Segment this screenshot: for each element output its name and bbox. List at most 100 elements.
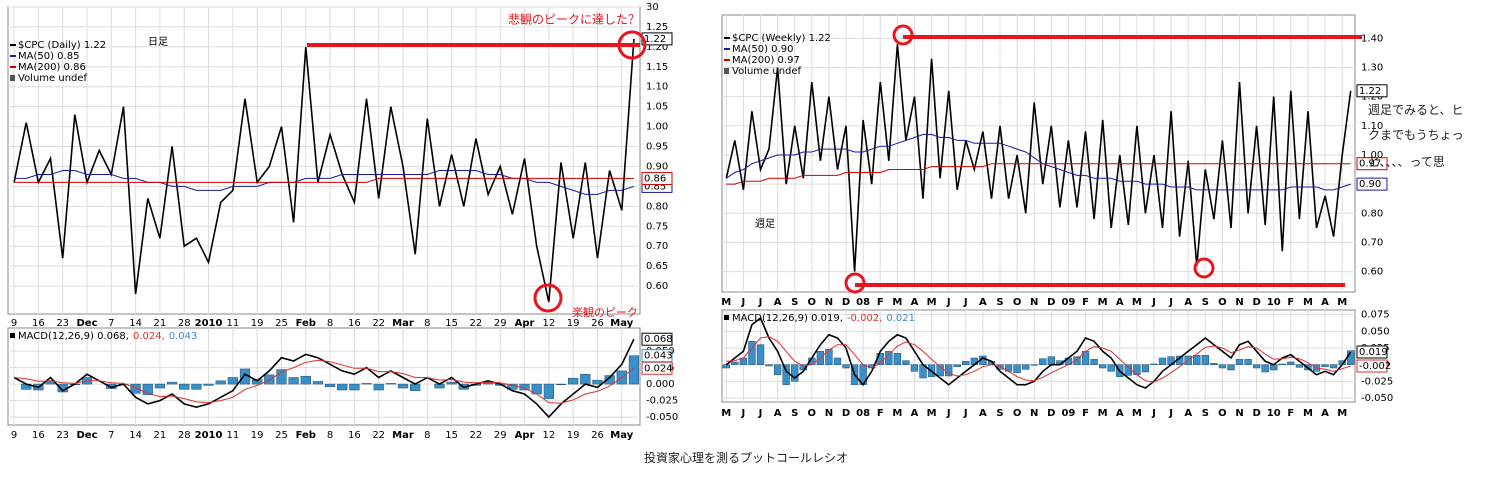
legend-entry: Volume undef — [732, 66, 802, 77]
x-tick-label: 21 — [154, 430, 167, 441]
legend-entry: $CPC (Daily) 1.22 — [18, 40, 106, 51]
x-tick-label: A — [979, 297, 987, 308]
x-tick-label: O — [808, 297, 817, 308]
y-tick-label: 0.050 — [1361, 326, 1390, 337]
x-tick-label: A — [911, 297, 919, 308]
histogram-bar — [885, 351, 893, 365]
series-line — [14, 177, 634, 183]
value-box-label: 0.068 — [644, 334, 673, 345]
legend-entry: MA(200) 0.97 — [732, 55, 800, 66]
histogram-bar — [1141, 364, 1150, 373]
x-tick-label: A — [1321, 408, 1329, 419]
y-tick-label: -0.050 — [1361, 393, 1393, 404]
x-tick-label: O — [1013, 297, 1022, 308]
x-tick-label: M — [927, 408, 937, 419]
histogram-bar — [1150, 363, 1158, 365]
y-tick-label: 0.60 — [646, 281, 668, 292]
x-tick-label: M — [1132, 408, 1142, 419]
x-tick-label: A — [979, 408, 987, 419]
x-tick-label: 26 — [591, 430, 604, 441]
legend-entry: $CPC (Weekly) 1.22 — [732, 33, 831, 44]
value-box — [1356, 177, 1388, 191]
histogram-bar — [300, 375, 311, 385]
x-tick-label: J — [758, 408, 763, 419]
x-tick-label: M — [1337, 297, 1347, 308]
series-line — [726, 163, 1351, 185]
value-box — [1356, 157, 1388, 171]
y-tick-label: 1.10 — [646, 82, 668, 93]
legend-swatch — [724, 315, 729, 320]
x-tick-label: 10 — [1267, 297, 1281, 308]
y-tick-label: 1.20 — [646, 42, 668, 53]
x-tick-label: 11 — [226, 318, 239, 329]
x-tick-label: N — [1030, 408, 1038, 419]
x-tick-label: J — [946, 297, 951, 308]
histogram-bar — [748, 341, 756, 365]
x-tick-label: M — [721, 408, 731, 419]
histogram-bar — [1329, 364, 1338, 369]
histogram-bar — [385, 383, 396, 385]
legend-entry: 0.024, — [133, 331, 165, 342]
histogram-bar — [773, 364, 782, 375]
legend-entry: MACD(12,26,9) 0.019, — [732, 313, 843, 324]
x-tick-label: M — [892, 297, 902, 308]
x-tick-label: 7 — [108, 318, 114, 329]
histogram-bar — [555, 383, 567, 385]
x-tick-label: 29 — [494, 430, 507, 441]
side-note: と、、、、って思 — [1368, 155, 1445, 169]
y-tick-label: 0.80 — [646, 201, 668, 212]
x-tick-label: 25 — [275, 318, 288, 329]
histogram-bar — [276, 369, 287, 385]
x-tick-label: 8 — [424, 430, 430, 441]
value-box — [641, 171, 673, 185]
x-tick-label: 9 — [11, 318, 17, 329]
x-tick-label: O — [1218, 297, 1227, 308]
histogram-bar — [833, 357, 842, 365]
histogram-bar — [1039, 358, 1047, 365]
value-box — [1356, 345, 1388, 359]
x-tick-label: Feb — [296, 430, 316, 441]
x-tick-label: A — [1184, 297, 1192, 308]
histogram-bar — [825, 349, 833, 365]
x-tick-label: 22 — [372, 430, 385, 441]
histogram-bar — [1201, 355, 1209, 365]
legend-swatch — [10, 333, 15, 338]
x-tick-label: 19 — [251, 430, 264, 441]
histogram-bar — [1021, 364, 1030, 370]
histogram-bar — [1295, 364, 1304, 368]
y-tick-label: 1.15 — [646, 62, 668, 73]
series-line — [14, 359, 635, 404]
x-tick-label: 7 — [108, 430, 114, 441]
y-tick-label: -0.050 — [646, 412, 678, 423]
value-box-label: 1.22 — [1359, 86, 1381, 97]
legend-swatch — [724, 68, 729, 74]
legend-entry: MA(50) 0.90 — [732, 44, 793, 55]
x-tick-label: A — [1116, 297, 1124, 308]
legend-entry: MA(200) 0.86 — [18, 62, 86, 73]
histogram-bar — [191, 383, 202, 390]
x-tick-label: 2010 — [195, 430, 223, 441]
histogram-bar — [902, 360, 910, 365]
x-tick-label: Dec — [76, 430, 97, 441]
x-tick-label: S — [791, 297, 798, 308]
x-tick-label: S — [1202, 297, 1209, 308]
x-tick-label: 22 — [470, 318, 483, 329]
histogram-bar — [227, 377, 238, 385]
value-box-label: 0.90 — [1359, 179, 1381, 190]
histogram-bar — [312, 381, 324, 385]
x-tick-label: M — [1303, 297, 1313, 308]
histogram-bar — [1244, 359, 1252, 365]
annotation: 楽観のピーク — [572, 305, 638, 319]
y-tick-label: 30 — [646, 2, 659, 13]
x-tick-label: 12 — [542, 318, 555, 329]
side-note: 週足でみると、ヒ — [1368, 103, 1464, 117]
x-tick-label: 9 — [11, 430, 17, 441]
x-tick-label: J — [758, 297, 763, 308]
y-tick-label: 1.05 — [646, 102, 668, 113]
x-tick-label: J — [741, 297, 746, 308]
x-tick-label: O — [808, 408, 817, 419]
y-tick-label: 0.90 — [646, 161, 668, 172]
histogram-bar — [252, 379, 263, 385]
x-tick-label: J — [946, 408, 951, 419]
